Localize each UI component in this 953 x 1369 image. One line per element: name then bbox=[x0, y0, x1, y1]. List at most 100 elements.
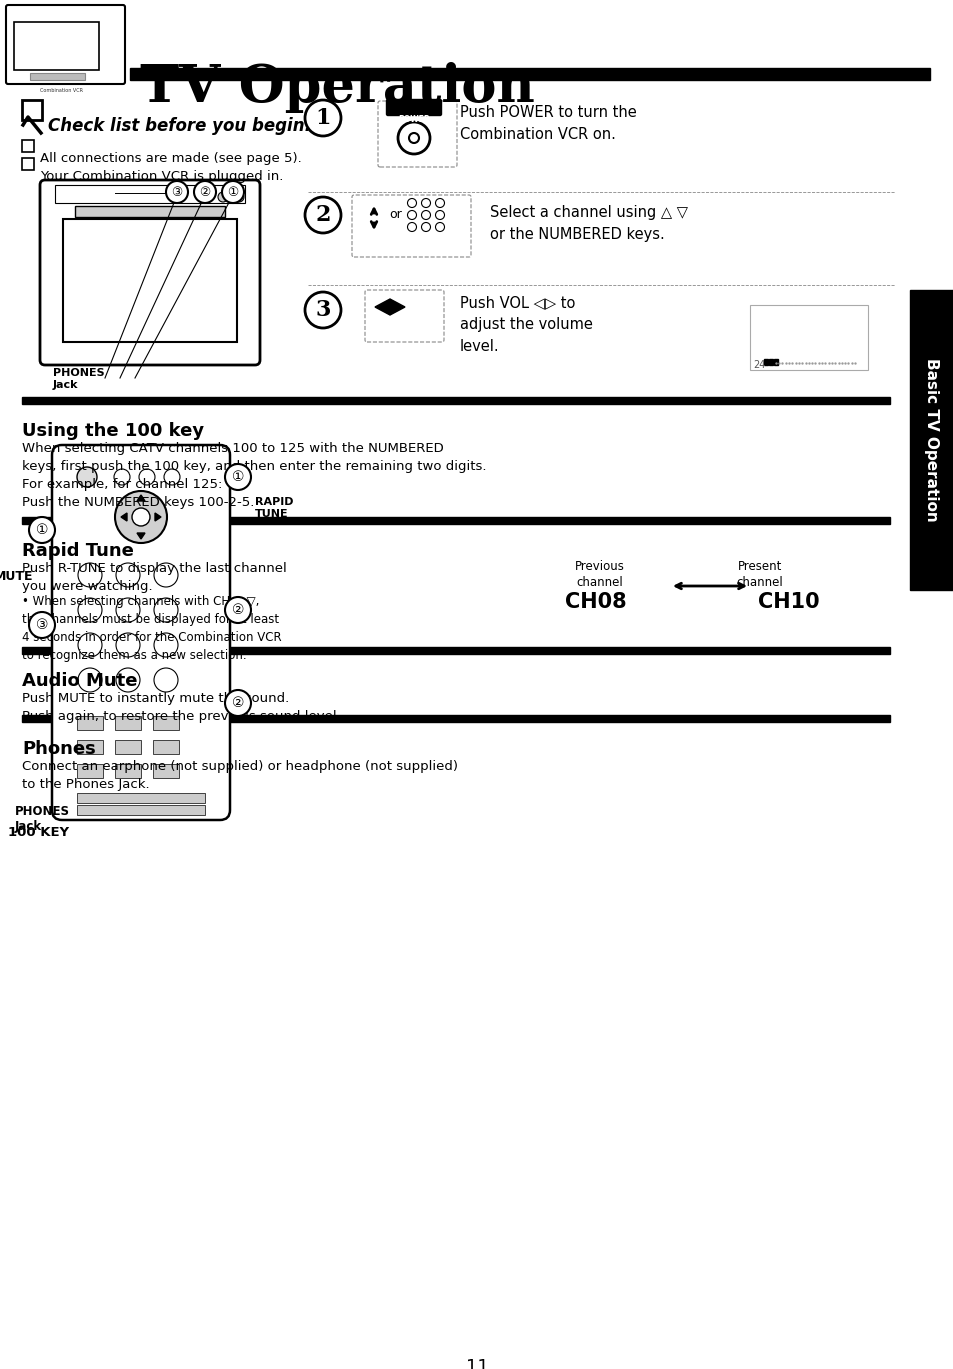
Text: When selecting CATV channels 100 to 125 with the NUMBERED
keys, first push the 1: When selecting CATV channels 100 to 125 … bbox=[22, 442, 486, 509]
Text: Your Combination VCR is plugged in.: Your Combination VCR is plugged in. bbox=[40, 170, 283, 183]
Bar bbox=[768, 359, 772, 366]
Circle shape bbox=[409, 133, 418, 142]
Text: PHONES
Jack: PHONES Jack bbox=[15, 805, 70, 832]
Circle shape bbox=[78, 598, 102, 622]
Polygon shape bbox=[137, 533, 145, 539]
Text: 100 KEY: 100 KEY bbox=[8, 826, 69, 838]
Circle shape bbox=[78, 563, 102, 587]
FancyBboxPatch shape bbox=[6, 5, 125, 84]
Bar bbox=[909, 290, 953, 590]
Circle shape bbox=[225, 597, 251, 623]
Circle shape bbox=[218, 192, 228, 203]
Circle shape bbox=[305, 100, 340, 136]
Circle shape bbox=[78, 632, 102, 657]
Circle shape bbox=[116, 563, 140, 587]
Circle shape bbox=[435, 211, 444, 219]
Text: Audio Mute: Audio Mute bbox=[22, 672, 137, 690]
Circle shape bbox=[421, 211, 430, 219]
Bar bbox=[30, 73, 85, 79]
Bar bbox=[77, 805, 205, 815]
Bar bbox=[152, 741, 179, 754]
Circle shape bbox=[407, 199, 416, 208]
Circle shape bbox=[222, 181, 244, 203]
Text: POWER: POWER bbox=[397, 115, 430, 125]
Bar bbox=[22, 100, 42, 120]
Bar bbox=[22, 715, 889, 721]
Text: Basic TV Operation: Basic TV Operation bbox=[923, 359, 939, 522]
Bar bbox=[22, 517, 889, 524]
Circle shape bbox=[166, 181, 188, 203]
Text: All connections are made (see page 5).: All connections are made (see page 5). bbox=[40, 152, 301, 166]
Text: Push MUTE to instantly mute the sound.
Push again, to restore the previous sound: Push MUTE to instantly mute the sound. P… bbox=[22, 691, 340, 723]
Polygon shape bbox=[137, 496, 145, 501]
Bar bbox=[22, 397, 889, 404]
Polygon shape bbox=[121, 513, 127, 522]
Text: or: or bbox=[389, 208, 401, 222]
Circle shape bbox=[164, 470, 180, 485]
Text: ②: ② bbox=[199, 186, 211, 199]
Circle shape bbox=[116, 668, 140, 691]
Text: • When selecting channels with CH △ ▽,
the channels must be displayed for at lea: • When selecting channels with CH △ ▽, t… bbox=[22, 596, 281, 663]
Bar bbox=[773, 359, 778, 366]
Bar bbox=[75, 205, 225, 218]
Bar bbox=[22, 648, 889, 654]
Bar bbox=[115, 741, 141, 754]
Text: 11: 11 bbox=[465, 1358, 488, 1369]
Circle shape bbox=[153, 598, 178, 622]
Text: CH10: CH10 bbox=[758, 591, 819, 612]
Bar bbox=[77, 793, 205, 804]
Circle shape bbox=[116, 598, 140, 622]
Text: Push R-TUNE to display the last channel
you were watching.: Push R-TUNE to display the last channel … bbox=[22, 563, 287, 593]
Text: ①: ① bbox=[232, 470, 244, 485]
Circle shape bbox=[225, 690, 251, 716]
Text: ③: ③ bbox=[172, 186, 182, 199]
Circle shape bbox=[305, 197, 340, 233]
Bar bbox=[130, 68, 929, 79]
Text: Combination VCR: Combination VCR bbox=[40, 88, 84, 93]
Circle shape bbox=[29, 517, 55, 543]
Circle shape bbox=[132, 508, 150, 526]
FancyBboxPatch shape bbox=[377, 101, 456, 167]
Text: Select a channel using △ ▽
or the NUMBERED keys.: Select a channel using △ ▽ or the NUMBER… bbox=[490, 205, 687, 242]
Circle shape bbox=[77, 467, 97, 487]
Text: Push VOL ◁▷ to
adjust the volume
level.: Push VOL ◁▷ to adjust the volume level. bbox=[459, 294, 592, 355]
Circle shape bbox=[153, 632, 178, 657]
Circle shape bbox=[407, 211, 416, 219]
Circle shape bbox=[153, 563, 178, 587]
Text: ①: ① bbox=[227, 186, 238, 199]
Bar bbox=[63, 219, 236, 342]
Circle shape bbox=[139, 470, 154, 485]
Text: Check list before you begin.: Check list before you begin. bbox=[48, 116, 311, 136]
Text: Phones: Phones bbox=[22, 741, 95, 758]
FancyBboxPatch shape bbox=[386, 100, 441, 115]
Circle shape bbox=[225, 464, 251, 490]
Text: CH08: CH08 bbox=[564, 591, 626, 612]
Text: MUTE: MUTE bbox=[0, 571, 33, 583]
Bar bbox=[763, 359, 767, 366]
Circle shape bbox=[421, 199, 430, 208]
Text: 2: 2 bbox=[314, 204, 331, 226]
Circle shape bbox=[193, 181, 215, 203]
Circle shape bbox=[202, 192, 212, 203]
Circle shape bbox=[233, 192, 244, 203]
Bar bbox=[77, 716, 103, 730]
Circle shape bbox=[78, 668, 102, 691]
Circle shape bbox=[421, 223, 430, 231]
Text: 1: 1 bbox=[314, 107, 331, 129]
Bar bbox=[77, 741, 103, 754]
Polygon shape bbox=[375, 298, 390, 315]
Text: Push POWER to turn the
Combination VCR on.: Push POWER to turn the Combination VCR o… bbox=[459, 105, 636, 142]
Bar bbox=[14, 22, 99, 70]
Text: Rapid Tune: Rapid Tune bbox=[22, 542, 133, 560]
Circle shape bbox=[397, 122, 430, 153]
Polygon shape bbox=[154, 513, 161, 522]
Circle shape bbox=[153, 668, 178, 691]
Text: RAPID
TUNE: RAPID TUNE bbox=[254, 497, 294, 519]
Circle shape bbox=[113, 470, 130, 485]
Text: Connect an earphone (not supplied) or headphone (not supplied)
to the Phones Jac: Connect an earphone (not supplied) or he… bbox=[22, 760, 457, 791]
Bar bbox=[55, 185, 245, 203]
Text: Present
channel: Present channel bbox=[736, 560, 782, 589]
Bar bbox=[152, 716, 179, 730]
Bar bbox=[22, 157, 34, 170]
Text: ②: ② bbox=[232, 602, 244, 617]
